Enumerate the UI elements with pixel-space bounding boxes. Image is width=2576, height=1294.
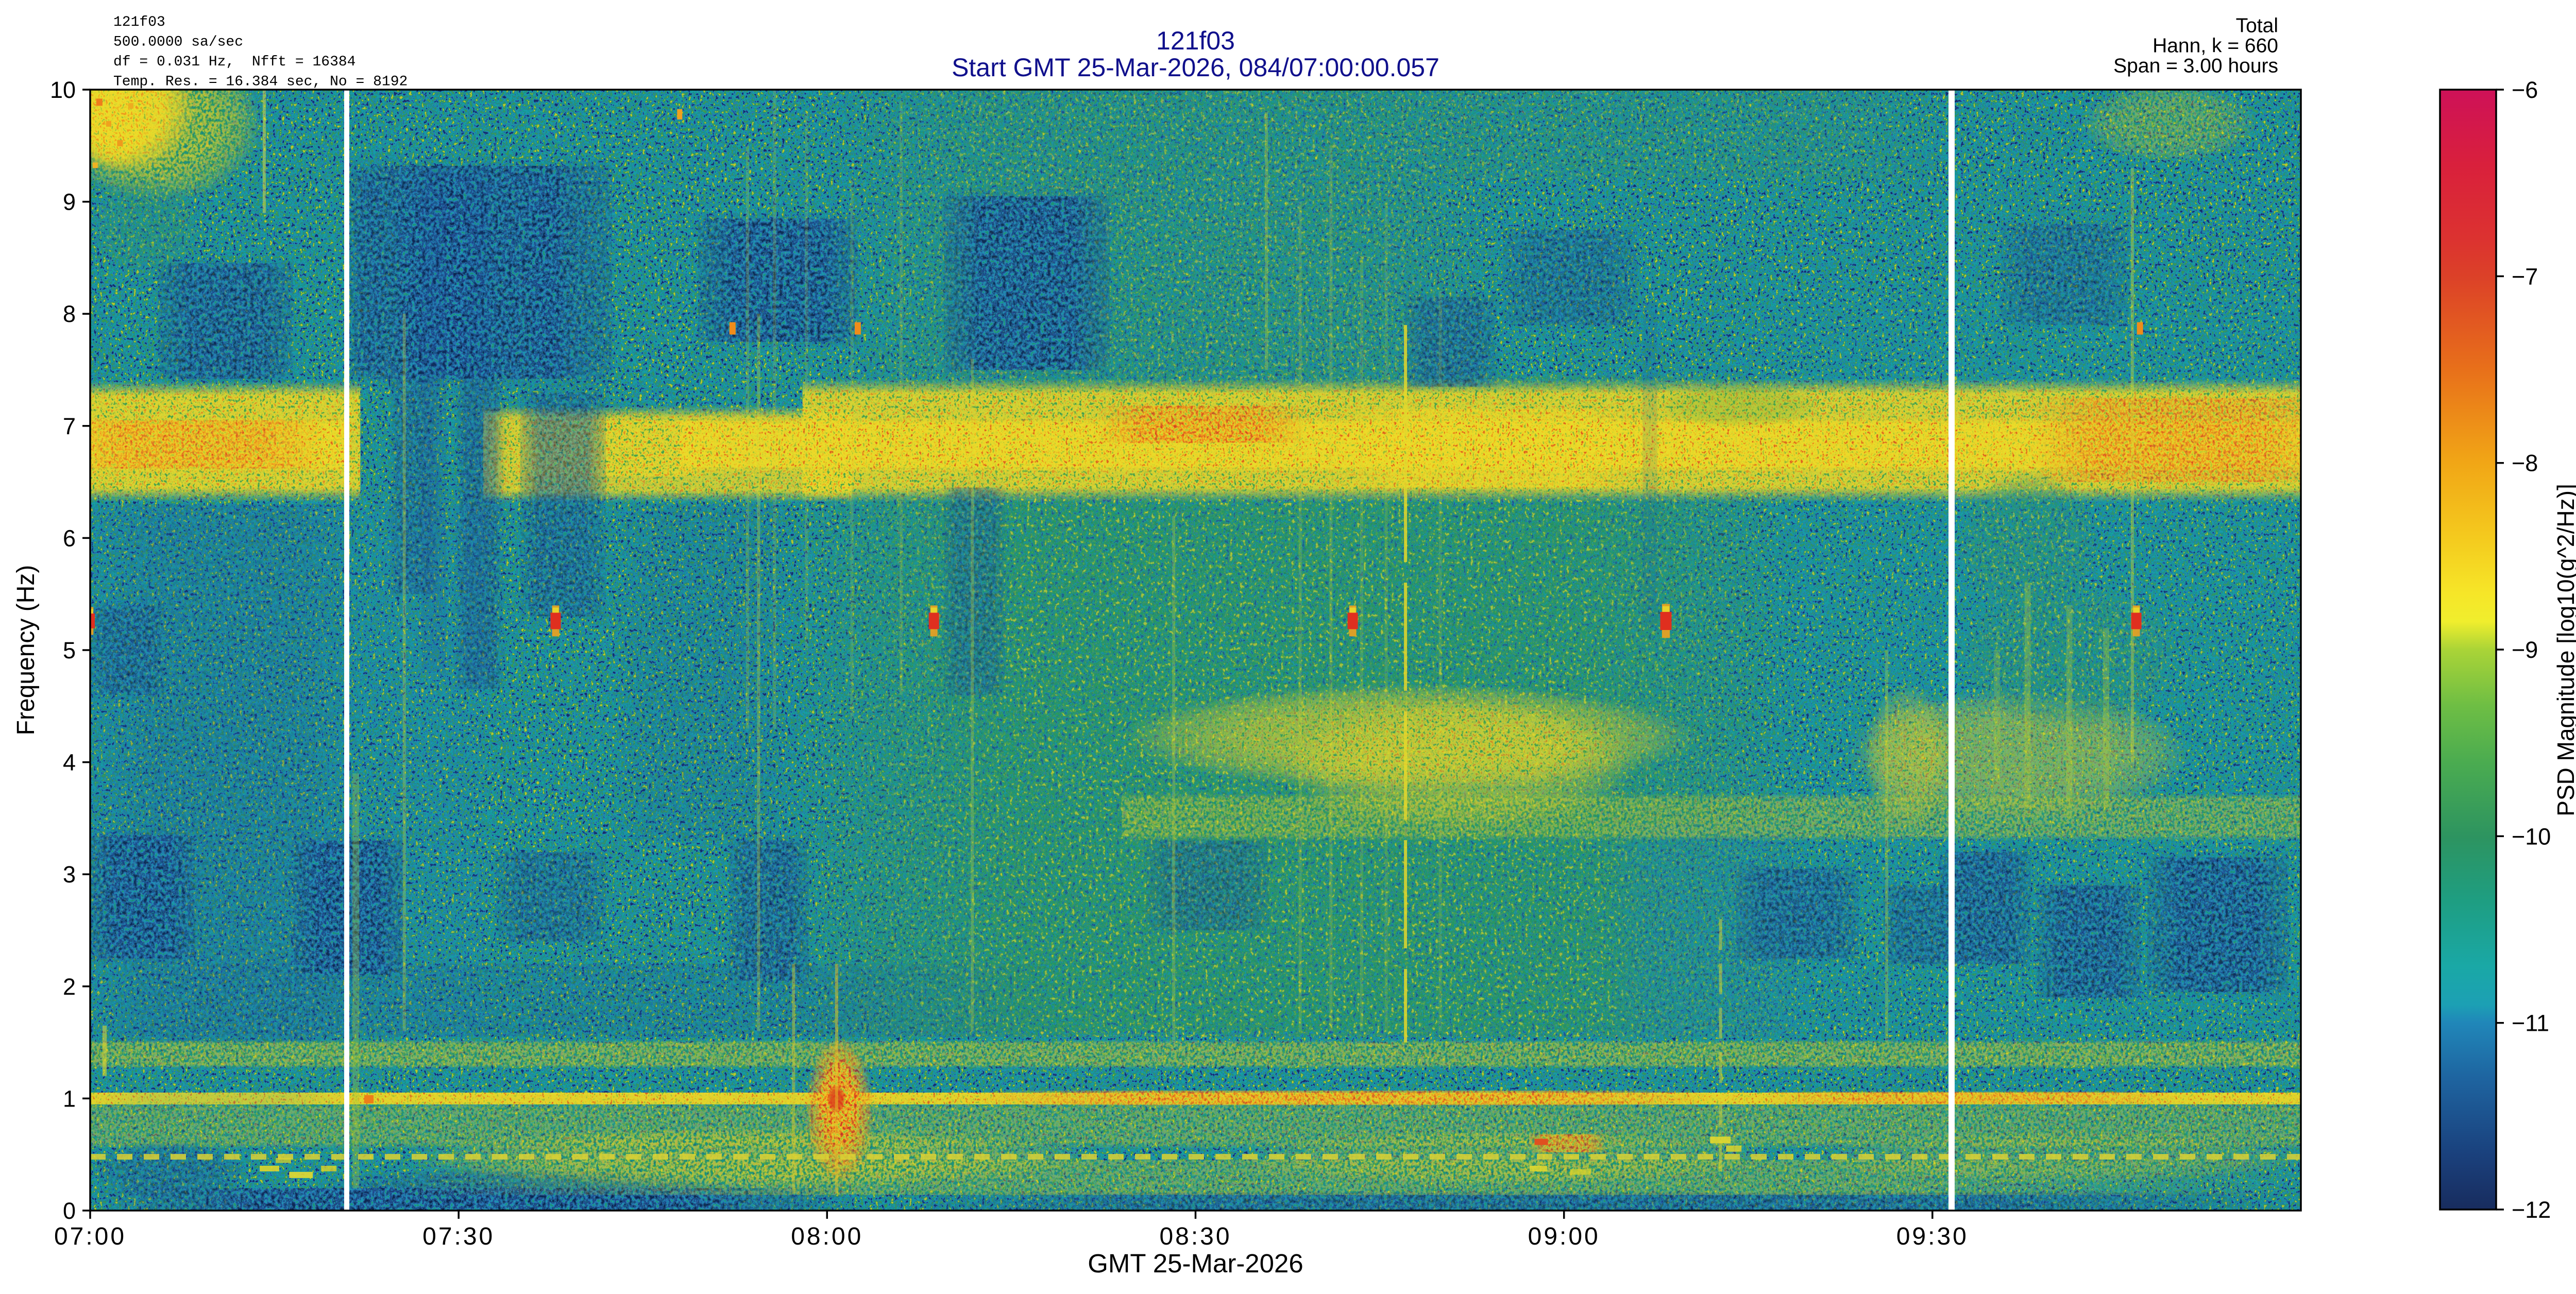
svg-text:Temp. Res. = 16.384 sec, No =: Temp. Res. = 16.384 sec, No = 8192 [113,74,408,90]
svg-text:0: 0 [63,1198,76,1224]
svg-text:08:00: 08:00 [791,1223,863,1250]
svg-text:Start GMT 25-Mar-2026, 084/07:: Start GMT 25-Mar-2026, 084/07:00:00.057 [952,53,1439,82]
svg-text:Span = 3.00 hours: Span = 3.00 hours [2113,55,2278,77]
svg-text:Total: Total [2236,15,2278,37]
svg-text:−8: −8 [2512,450,2538,476]
svg-text:07:30: 07:30 [422,1223,495,1250]
svg-text:121f03: 121f03 [113,14,165,30]
svg-text:PSD Magnitude [log10(g^2/Hz)]: PSD Magnitude [log10(g^2/Hz)] [2552,484,2576,816]
svg-text:3: 3 [63,861,76,888]
svg-text:−11: −11 [2512,1010,2549,1036]
svg-text:07:00: 07:00 [54,1223,126,1250]
svg-text:08:30: 08:30 [1159,1223,1231,1250]
svg-text:9: 9 [63,189,76,215]
svg-text:09:30: 09:30 [1896,1223,1969,1250]
svg-text:−7: −7 [2512,263,2538,290]
svg-text:5: 5 [63,637,76,663]
svg-text:121f03: 121f03 [1156,26,1235,55]
svg-text:−10: −10 [2512,823,2551,849]
svg-text:Hann, k = 660: Hann, k = 660 [2153,35,2278,57]
svg-text:8: 8 [63,301,76,327]
svg-text:1: 1 [63,1085,76,1112]
svg-text:−9: −9 [2512,637,2538,663]
svg-text:−6: −6 [2512,77,2538,103]
svg-text:6: 6 [63,525,76,551]
svg-text:10: 10 [50,77,76,103]
svg-text:−12: −12 [2512,1197,2551,1223]
svg-text:7: 7 [63,413,76,439]
svg-text:500.0000 sa/sec: 500.0000 sa/sec [113,35,243,50]
svg-text:Frequency (Hz): Frequency (Hz) [12,565,40,736]
svg-text:GMT 25-Mar-2026: GMT 25-Mar-2026 [1088,1249,1303,1278]
svg-text:09:00: 09:00 [1528,1223,1600,1250]
svg-text:2: 2 [63,974,76,1000]
svg-text:4: 4 [63,750,76,776]
svg-text:df = 0.031 Hz, Nfft = 16384: df = 0.031 Hz, Nfft = 16384 [113,54,355,70]
